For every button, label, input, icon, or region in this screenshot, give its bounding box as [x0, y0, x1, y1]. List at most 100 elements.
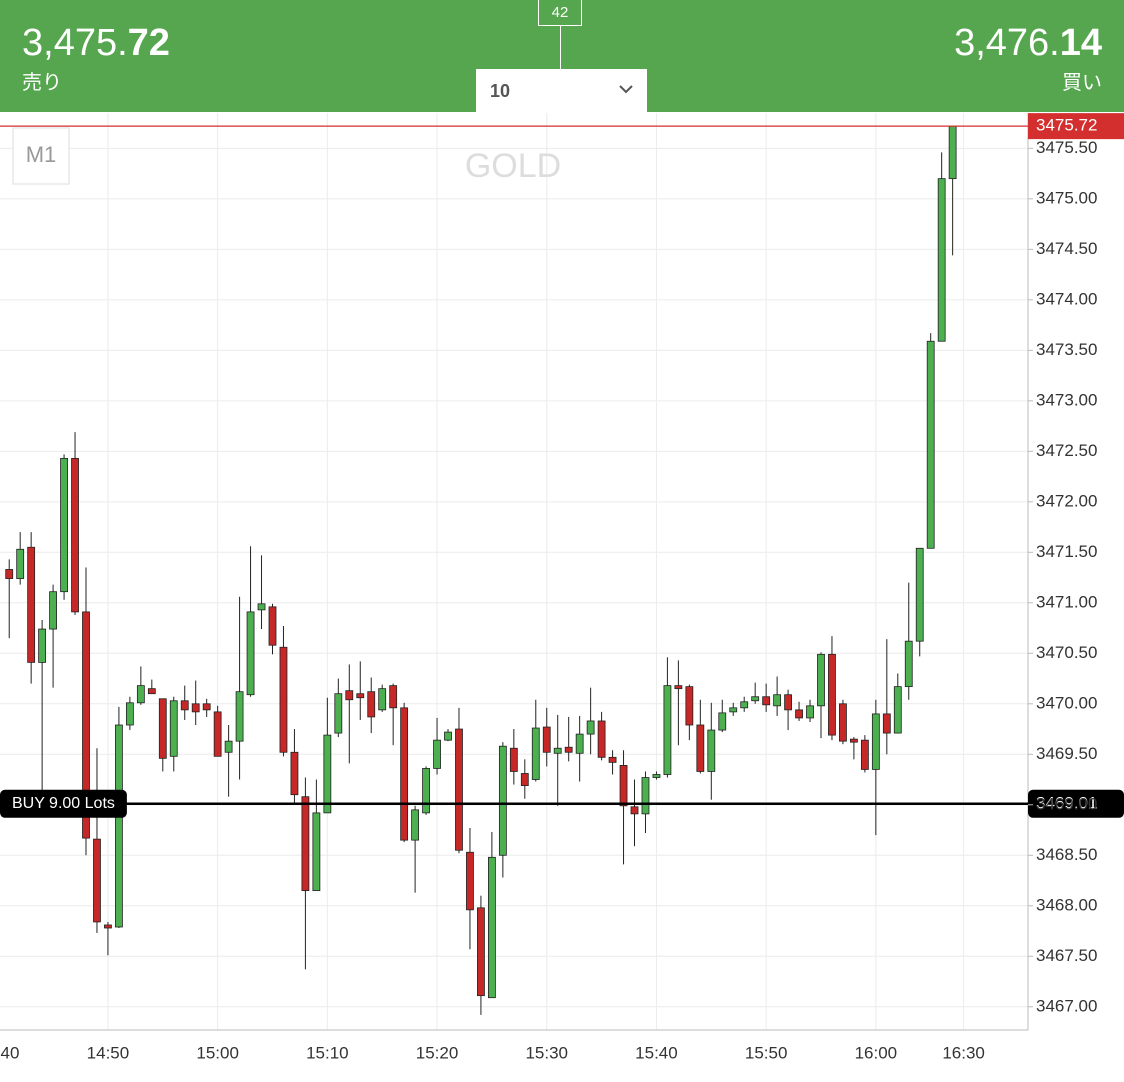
candle-body: [696, 724, 705, 772]
candle-body: [850, 738, 858, 743]
candle-body: [213, 711, 222, 757]
current-price-label: 3475.72: [1036, 116, 1097, 135]
sell-price-main: 3,475.: [22, 22, 128, 64]
candle-body: [257, 603, 266, 611]
candle-body: [575, 733, 584, 754]
x-tick-label: 15:30: [525, 1043, 568, 1062]
spread: 42: [538, 0, 582, 26]
y-tick-label: 3474.00: [1036, 289, 1097, 308]
candle-body: [926, 340, 935, 549]
y-tick-label: 3473.50: [1036, 340, 1097, 359]
timeframe-box[interactable]: [12, 127, 70, 185]
candle-body: [169, 700, 178, 757]
y-tick-label: 3471.00: [1036, 592, 1097, 611]
candle-body: [860, 739, 869, 770]
candle-body: [345, 690, 354, 701]
x-tick-label: 15:00: [196, 1043, 239, 1062]
x-tick-label: 15:10: [306, 1043, 349, 1062]
candle-body: [893, 686, 902, 734]
position-tag-bg: [0, 789, 127, 818]
candle-body: [444, 731, 452, 741]
position-price-label: 3469.01: [1036, 793, 1097, 812]
candle-body: [356, 693, 365, 699]
candle-body: [882, 713, 891, 734]
x-tick-label: 15:40: [635, 1043, 678, 1062]
candle-body: [795, 709, 803, 719]
x-tick-label: 40: [1, 1043, 20, 1062]
candle-body: [784, 694, 792, 711]
candle-body: [652, 774, 661, 778]
buy-label: 買い: [1062, 72, 1102, 94]
buy-price[interactable]: 3,476.14: [954, 22, 1102, 65]
y-tick-label: 3472.50: [1036, 441, 1097, 460]
candle-body: [509, 747, 518, 772]
candle-body: [323, 734, 332, 814]
candle-body: [422, 768, 430, 814]
candle-body: [411, 809, 420, 841]
dropdown-arrow: [619, 85, 633, 94]
candle-body: [729, 707, 738, 713]
candle-body: [937, 178, 946, 342]
candle-body: [49, 591, 57, 630]
candle-body: [27, 546, 36, 663]
candle-body: [191, 703, 200, 713]
sell-price[interactable]: 3,475.72: [22, 22, 170, 65]
candle-body: [718, 712, 727, 731]
position-tag: BUY 9.00 Lots: [0, 789, 127, 818]
y-tick-label: 3467.50: [1036, 946, 1097, 965]
candle-body: [16, 548, 25, 579]
candle-body: [520, 773, 529, 787]
candle-body: [828, 653, 836, 736]
candle-body: [367, 691, 376, 718]
candle-body: [871, 713, 880, 770]
candle-body: [147, 688, 156, 695]
candle-body: [224, 740, 233, 753]
y-tick-label: 3468.00: [1036, 895, 1097, 914]
candle-body: [290, 751, 299, 796]
candle-body: [82, 611, 90, 839]
candle-body: [608, 756, 617, 763]
x-tick-label: 14:50: [87, 1043, 130, 1062]
symbol-watermark: GOLD: [465, 147, 561, 185]
y-tick-label: 3473.00: [1036, 390, 1097, 409]
candle-body: [531, 727, 540, 780]
candle-body: [839, 703, 847, 742]
candle-body: [389, 685, 398, 709]
y-tick-label: 3474.50: [1036, 239, 1097, 258]
candle-body: [586, 720, 595, 735]
candle-body: [455, 728, 463, 851]
y-tick-label: 3469.00: [1036, 794, 1097, 813]
candle-body: [433, 739, 441, 769]
candle-body: [762, 696, 771, 706]
candle-body: [268, 606, 277, 646]
overlays: 3475.72 3469.01 BUY 9.00 Lots: [0, 113, 1124, 818]
trade-header: 3,475.72 売り 3,476.14 買い 42 10: [0, 0, 1124, 112]
candle-body: [948, 125, 957, 180]
candle-body: [904, 640, 913, 688]
sell-price-pips: 72: [127, 22, 170, 64]
y-tick-label: 3470.50: [1036, 643, 1097, 662]
candle-body: [246, 611, 255, 696]
x-tick-label: 15:20: [416, 1043, 459, 1062]
candle-body: [5, 569, 14, 579]
candle-body: [740, 701, 749, 709]
candle-body: [663, 685, 672, 775]
candle-body: [806, 705, 814, 719]
candle-body: [235, 691, 244, 742]
candle-body: [180, 700, 189, 711]
candle-body: [773, 694, 782, 707]
candle-body: [378, 688, 387, 711]
candle-body: [158, 698, 167, 759]
volume-dropdown[interactable]: 10: [476, 69, 647, 112]
candle-body: [751, 696, 760, 702]
volume-value: 10: [490, 81, 511, 101]
candle-body: [136, 685, 145, 704]
candle-body: [115, 724, 123, 928]
candle-body: [312, 812, 321, 892]
x-tick-label: 16:30: [942, 1043, 985, 1062]
candle-body: [279, 646, 288, 753]
candle-body: [641, 777, 650, 815]
timeframe: M1: [26, 142, 57, 167]
candle-body: [674, 685, 683, 690]
y-tick-label: 3471.50: [1036, 542, 1097, 561]
